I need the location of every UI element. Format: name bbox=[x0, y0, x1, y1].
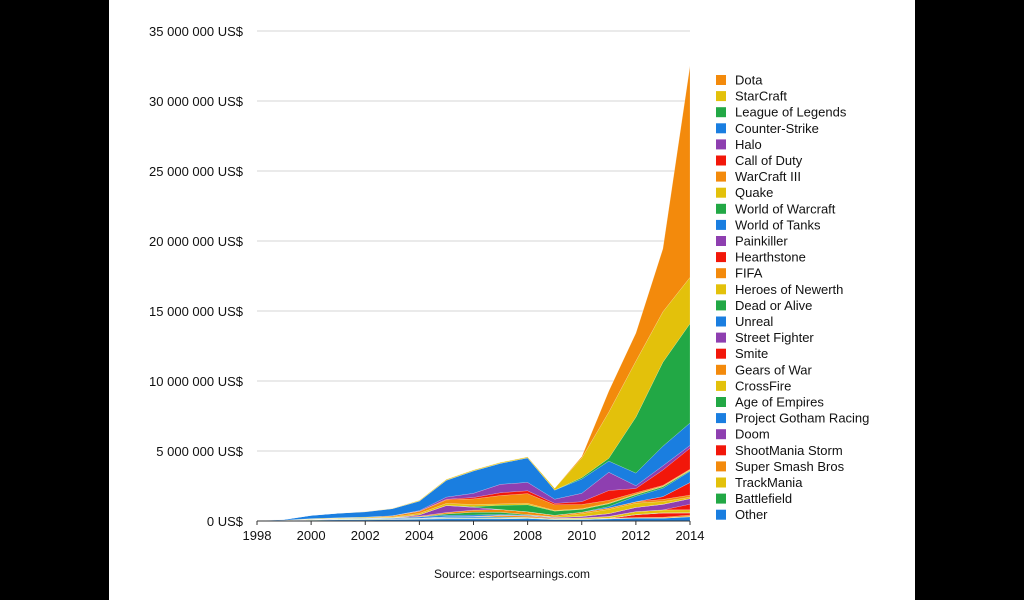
legend-swatch bbox=[716, 509, 726, 520]
legend-label: Heroes of Newerth bbox=[735, 282, 843, 297]
legend-swatch bbox=[716, 300, 726, 311]
legend-label: Hearthstone bbox=[735, 250, 806, 265]
legend-label: CrossFire bbox=[735, 378, 791, 393]
area-starcraft bbox=[256, 276, 691, 521]
legend-swatch bbox=[716, 364, 726, 375]
legend-label: World of Tanks bbox=[735, 217, 821, 232]
area-warcraft-iii bbox=[256, 468, 691, 522]
x-tick-label: 2014 bbox=[676, 528, 705, 543]
y-tick-label: 25 000 000 US$ bbox=[149, 164, 244, 179]
legend-label: FIFA bbox=[735, 266, 763, 281]
legend-label: Project Gotham Racing bbox=[735, 411, 869, 426]
legend-label: Age of Empires bbox=[735, 395, 824, 410]
legend-swatch bbox=[716, 493, 726, 504]
legend-swatch bbox=[716, 413, 726, 424]
y-tick-label: 10 000 000 US$ bbox=[149, 374, 244, 389]
legend-swatch bbox=[716, 268, 726, 279]
x-axis-ticks: 1998 2000 2002 2004 2006 2008 2010 2012 2014 bbox=[243, 521, 705, 543]
legend-swatch bbox=[716, 155, 726, 166]
x-tick-label: 2002 bbox=[351, 528, 380, 543]
legend-swatch bbox=[716, 316, 726, 327]
legend-swatch bbox=[716, 107, 726, 118]
legend-label: Battlefield bbox=[735, 491, 792, 506]
legend-label: World of Warcraft bbox=[735, 201, 836, 216]
legend-label: Other bbox=[735, 507, 768, 522]
legend-swatch bbox=[716, 332, 726, 343]
legend-swatch bbox=[716, 171, 726, 182]
x-tick-label: 2008 bbox=[513, 528, 542, 543]
legend-swatch bbox=[716, 397, 726, 407]
area-street-fighter bbox=[256, 498, 691, 522]
legend-label: Quake bbox=[735, 185, 773, 200]
y-tick-label: 15 000 000 US$ bbox=[149, 304, 244, 319]
area-call-of-duty bbox=[256, 447, 691, 522]
legend-label: StarCraft bbox=[735, 89, 787, 104]
legend-label: Super Smash Bros bbox=[735, 459, 845, 474]
gridlines bbox=[257, 30, 690, 452]
legend-label: Call of Duty bbox=[735, 153, 803, 168]
area-smite bbox=[256, 503, 691, 522]
legend-label: Painkiller bbox=[735, 234, 788, 249]
legend-swatch bbox=[716, 429, 726, 440]
x-tick-label: 2012 bbox=[621, 528, 650, 543]
x-tick-label: 1998 bbox=[243, 528, 272, 543]
legend-swatch bbox=[716, 284, 726, 295]
y-tick-label: 30 000 000 US$ bbox=[149, 94, 244, 109]
area-heroes-of-newerth bbox=[256, 496, 691, 522]
area-world-of-warcraft bbox=[256, 470, 691, 522]
legend-label: Dota bbox=[735, 73, 763, 88]
legend-swatch bbox=[716, 252, 726, 263]
source-caption: Source: esportsearnings.com bbox=[434, 567, 590, 581]
legend-label: WarCraft III bbox=[735, 169, 801, 184]
legend-label: Dead or Alive bbox=[735, 298, 812, 313]
area-world-of-tanks bbox=[256, 470, 691, 522]
legend-swatch bbox=[716, 461, 726, 472]
y-axis-ticks: 0 US$ 5 000 000 US$ 10 000 000 US$ 15 000 0… bbox=[149, 24, 244, 529]
legend-swatch bbox=[716, 123, 726, 134]
legend-swatch bbox=[716, 75, 726, 85]
y-tick-label: 20 000 000 US$ bbox=[149, 234, 244, 249]
legend-swatch bbox=[716, 219, 726, 230]
y-tick-label: 0 US$ bbox=[207, 514, 244, 529]
area-fifa bbox=[256, 494, 691, 522]
legend-swatch bbox=[716, 348, 726, 359]
legend-label: Doom bbox=[735, 427, 770, 442]
legend-swatch bbox=[716, 380, 726, 391]
area-crossfire bbox=[256, 509, 691, 522]
legend-swatch bbox=[716, 139, 726, 150]
legend-label: League of Legends bbox=[735, 105, 847, 120]
legend-label: Counter-Strike bbox=[735, 121, 819, 136]
area-super-smash-bros bbox=[256, 514, 691, 522]
y-tick-label: 5 000 000 US$ bbox=[156, 444, 244, 459]
legend-swatch bbox=[716, 187, 726, 198]
area-dota bbox=[256, 65, 691, 521]
area-halo bbox=[256, 444, 691, 522]
legend-label: ShootMania Storm bbox=[735, 443, 843, 458]
area-quake bbox=[256, 469, 691, 522]
legend-swatch bbox=[716, 477, 726, 488]
legend-label: Unreal bbox=[735, 314, 773, 329]
area-shootmania-storm bbox=[256, 512, 691, 522]
x-tick-label: 2004 bbox=[405, 528, 434, 543]
legend-swatch bbox=[716, 203, 726, 214]
x-tick-label: 2010 bbox=[567, 528, 596, 543]
legend-label: Street Fighter bbox=[735, 330, 814, 345]
y-tick-label: 35 000 000 US$ bbox=[149, 24, 244, 39]
legend-label: Smite bbox=[735, 346, 768, 361]
area-hearthstone bbox=[256, 482, 691, 522]
area-age-of-empires bbox=[256, 512, 691, 522]
legend-label: Halo bbox=[735, 137, 762, 152]
area-trackmania bbox=[256, 516, 691, 522]
x-tick-label: 2000 bbox=[297, 528, 326, 543]
legend-swatch bbox=[716, 445, 726, 456]
legend-swatch bbox=[716, 91, 726, 102]
legend-swatch bbox=[716, 236, 726, 246]
x-tick-label: 2006 bbox=[459, 528, 488, 543]
area-series bbox=[256, 65, 691, 522]
legend-label: Gears of War bbox=[735, 362, 812, 377]
legend-label: TrackMania bbox=[735, 475, 803, 490]
